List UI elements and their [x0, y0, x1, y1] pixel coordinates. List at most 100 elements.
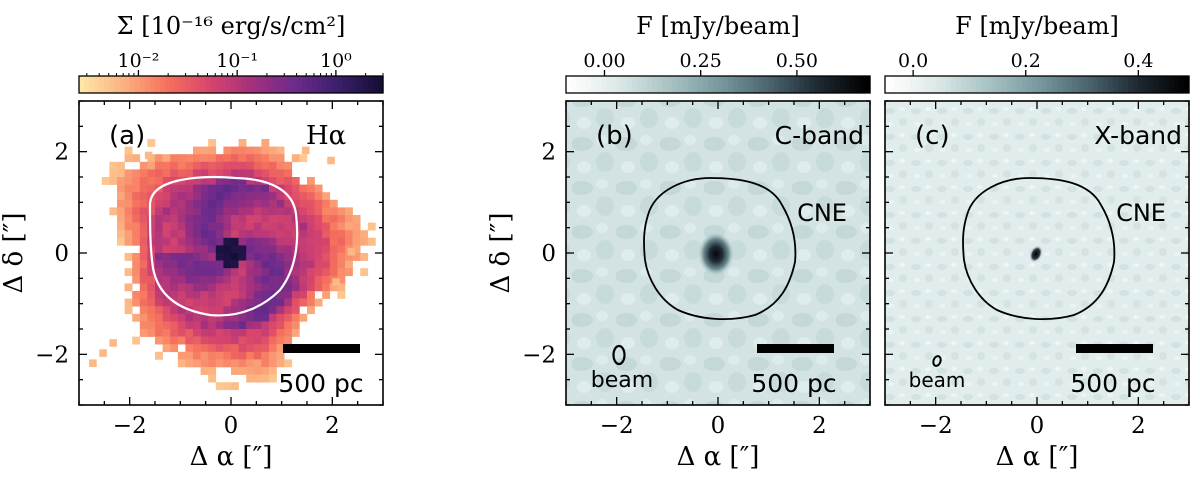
halpha-pixel	[284, 245, 293, 254]
halpha-pixel	[177, 184, 186, 193]
colorbar-c-ticks: 0.0 0.2 0.4	[898, 50, 1153, 76]
colorbar-b-segment	[728, 76, 734, 93]
halpha-pixel	[314, 222, 323, 231]
halpha-pixel	[215, 222, 224, 231]
colorbar-b-segment	[804, 76, 810, 93]
halpha-pixel	[276, 222, 285, 231]
panel-b-line-label: C-band	[775, 121, 864, 150]
halpha-pixel	[238, 291, 247, 299]
halpha-pixel	[124, 298, 133, 307]
colorbar-a-segment	[332, 76, 338, 93]
halpha-pixel	[155, 222, 163, 231]
halpha-pixel	[238, 359, 247, 368]
halpha-pixel	[291, 230, 300, 239]
halpha-pixel	[124, 207, 133, 216]
colorbar-a-segment	[276, 76, 283, 93]
halpha-pixel	[314, 184, 323, 193]
halpha-pixel	[177, 169, 186, 178]
halpha-pixel	[147, 275, 156, 284]
halpha-pixel	[162, 344, 171, 353]
halpha-pixel	[360, 268, 369, 277]
halpha-pixel	[253, 329, 262, 337]
halpha-pixel	[200, 230, 209, 239]
colorbar-c-segment	[915, 76, 922, 93]
halpha-pixel	[269, 359, 277, 368]
halpha-pixel	[124, 154, 133, 163]
colorbar-c-segment	[971, 76, 977, 93]
halpha-pixel	[200, 351, 209, 360]
halpha-pixel	[253, 146, 262, 155]
colorbar-a-segment	[377, 76, 384, 93]
halpha-pixel	[253, 298, 262, 307]
halpha-pixel	[322, 275, 331, 284]
halpha-pixel	[314, 207, 323, 216]
colorbar-a-segment	[185, 76, 192, 93]
colorbar-c-tick-label: 0.2	[1011, 50, 1041, 72]
halpha-pixel	[307, 237, 315, 246]
halpha-pixel	[322, 230, 331, 239]
halpha-pixel	[276, 268, 285, 277]
halpha-pixel	[155, 199, 163, 208]
colorbar-b-segment	[647, 76, 653, 93]
halpha-pixel	[345, 230, 353, 239]
halpha-pixel	[231, 367, 239, 375]
halpha-pixel	[337, 245, 346, 254]
halpha-pixel	[253, 359, 262, 368]
halpha-pixel	[155, 329, 163, 337]
halpha-pixel	[276, 359, 285, 368]
halpha-pixel	[246, 275, 255, 284]
halpha-pixel	[238, 177, 247, 185]
colorbar-a-title: Σ [10⁻¹⁶ erg/s/cm²]	[117, 12, 346, 40]
colorbar-c-segment	[981, 76, 987, 93]
halpha-pixel	[238, 253, 247, 261]
halpha-pixel	[269, 275, 277, 284]
halpha-pixel	[269, 237, 277, 246]
colorbar-a-segment	[367, 76, 374, 93]
halpha-pixel	[322, 260, 331, 269]
halpha-pixel	[139, 245, 148, 254]
halpha-pixel	[117, 215, 125, 223]
halpha-pixel	[314, 192, 323, 201]
panel-a-ylabel: Δ δ [″]	[0, 213, 29, 294]
halpha-pixel	[193, 154, 201, 163]
halpha-pixel	[223, 253, 232, 261]
colorbar-a-segment	[94, 76, 100, 93]
colorbar-c-segment	[1107, 76, 1114, 93]
halpha-pixel	[139, 268, 148, 277]
halpha-pixel	[223, 260, 232, 269]
halpha-pixel	[238, 146, 247, 155]
halpha-pixel	[238, 192, 247, 201]
halpha-pixel	[109, 177, 118, 185]
halpha-pixel	[162, 222, 171, 231]
halpha-pixel	[284, 222, 293, 231]
halpha-pixel	[177, 321, 186, 330]
halpha-pixel	[231, 154, 239, 163]
halpha-pixel	[185, 336, 194, 345]
halpha-pixel	[231, 237, 239, 246]
halpha-pixel	[269, 329, 277, 337]
x-tick-label: 2	[1131, 413, 1146, 439]
halpha-pixel	[155, 268, 163, 277]
halpha-pixel	[109, 207, 118, 216]
halpha-pixel	[253, 253, 262, 261]
halpha-pixel	[246, 184, 255, 193]
halpha-pixel	[101, 177, 110, 185]
panel-b-xlabel: Δ α [″]	[677, 442, 760, 472]
halpha-pixel	[231, 344, 239, 353]
colorbar-a-segment	[114, 76, 121, 93]
colorbar-b-segment	[697, 76, 704, 93]
halpha-pixel	[329, 237, 338, 246]
halpha-pixel	[170, 245, 179, 254]
halpha-pixel	[284, 253, 293, 261]
halpha-pixel	[231, 313, 239, 322]
panel-b-region-label: CNE	[797, 199, 847, 227]
halpha-pixel	[155, 192, 163, 201]
halpha-pixel	[269, 298, 277, 307]
halpha-pixel	[347, 247, 356, 256]
halpha-pixel	[269, 374, 277, 383]
halpha-pixel	[261, 154, 270, 163]
colorbar-b-segment	[601, 76, 608, 93]
colorbar-a-segment	[301, 76, 308, 93]
halpha-pixel	[89, 359, 97, 367]
colorbar-c	[884, 75, 1190, 94]
